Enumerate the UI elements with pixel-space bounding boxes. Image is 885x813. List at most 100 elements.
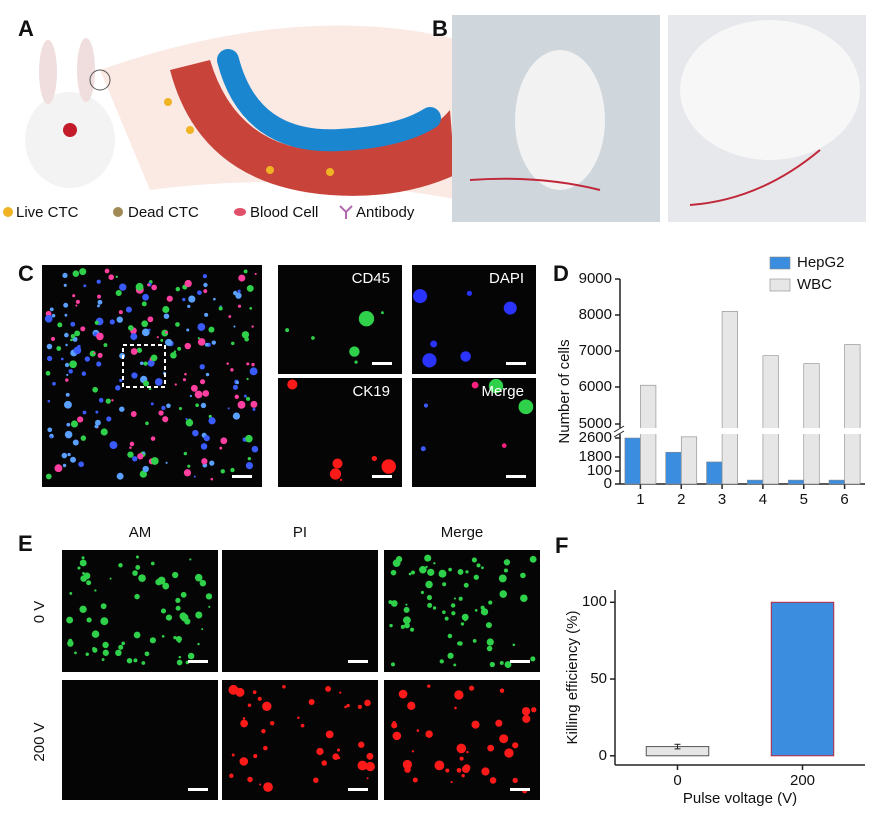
cell: [81, 556, 85, 560]
cell: [458, 748, 461, 751]
cell: [208, 326, 215, 333]
cell: [325, 685, 331, 692]
cell: [308, 699, 315, 705]
cell: [427, 684, 431, 688]
cell: [365, 761, 375, 772]
cell: [371, 455, 377, 462]
cell: [242, 717, 246, 720]
cell: [488, 600, 493, 605]
cell: [366, 777, 369, 780]
x-axis-title: Pulse voltage (V): [683, 790, 797, 807]
cell: [133, 658, 138, 663]
cell: [202, 390, 210, 397]
cell: [263, 782, 273, 792]
cell: [185, 417, 188, 420]
cell: [47, 427, 53, 433]
cell: [63, 302, 69, 308]
bar: [665, 451, 682, 485]
cell: [245, 462, 254, 470]
cell: [246, 377, 249, 381]
cell: [405, 603, 408, 606]
cell: [357, 760, 368, 771]
cell: [252, 690, 257, 694]
cell: [186, 328, 190, 332]
cell: [238, 274, 246, 282]
cell: [79, 268, 87, 276]
cell: [398, 689, 408, 699]
cell: [96, 361, 102, 367]
micrograph: [278, 265, 402, 374]
cell: [489, 777, 497, 784]
cell: [390, 662, 395, 667]
cell: [425, 580, 433, 589]
cell: [346, 703, 350, 708]
cell: [184, 372, 187, 376]
cell: [64, 313, 68, 317]
column-label: PI: [293, 524, 307, 541]
cell: [133, 631, 141, 639]
cell: [156, 336, 159, 339]
cell: [108, 274, 115, 280]
cell: [197, 642, 200, 646]
cell: [175, 605, 181, 611]
cell: [129, 446, 132, 449]
cell: [251, 325, 254, 328]
channel-label: CK19: [352, 383, 390, 400]
cell: [249, 367, 258, 376]
cell: [247, 456, 252, 461]
cell: [194, 573, 203, 582]
cell: [77, 344, 81, 349]
cell: [137, 453, 144, 460]
cell: [95, 410, 99, 414]
cell: [79, 559, 87, 567]
cell: [354, 360, 358, 364]
cell: [165, 338, 173, 346]
cell: [380, 311, 384, 315]
cell: [67, 452, 71, 457]
cell: [64, 400, 72, 409]
row-label: 200 V: [31, 722, 48, 761]
bar: [640, 384, 657, 485]
cell: [251, 362, 255, 367]
cell: [426, 594, 433, 601]
cell: [73, 346, 82, 355]
cell: [357, 704, 362, 710]
cell: [78, 461, 84, 468]
cell: [471, 381, 479, 389]
scale-bar: [506, 475, 526, 478]
cell: [529, 555, 537, 563]
cell: [141, 328, 150, 337]
cell: [263, 745, 268, 751]
cell: [201, 458, 208, 465]
cell: [139, 361, 144, 366]
cell: [130, 333, 138, 341]
cell: [132, 570, 138, 576]
cell: [460, 351, 471, 362]
cell: [82, 572, 85, 575]
legend-label: Live CTC: [16, 204, 79, 221]
x-tick-label: 1: [636, 491, 644, 508]
cell: [62, 272, 68, 279]
axis-break-mark: [613, 425, 625, 438]
bar: [706, 461, 723, 485]
cell: [84, 356, 90, 362]
cell: [106, 416, 112, 422]
cell: [119, 378, 123, 383]
cell: [141, 320, 149, 328]
scale-bar: [510, 660, 530, 663]
cell: [447, 652, 454, 659]
cell: [150, 457, 159, 465]
cell: [70, 338, 73, 342]
cell: [80, 435, 87, 441]
cell: [232, 412, 241, 420]
cell: [445, 768, 450, 773]
cell: [453, 663, 457, 667]
cell: [474, 609, 478, 612]
legend-label: Dead CTC: [128, 204, 199, 221]
cell: [82, 410, 87, 415]
cell: [442, 582, 447, 587]
cell: [504, 748, 514, 758]
scale-bar: [348, 660, 368, 663]
cell: [166, 295, 173, 302]
cell: [67, 640, 74, 647]
